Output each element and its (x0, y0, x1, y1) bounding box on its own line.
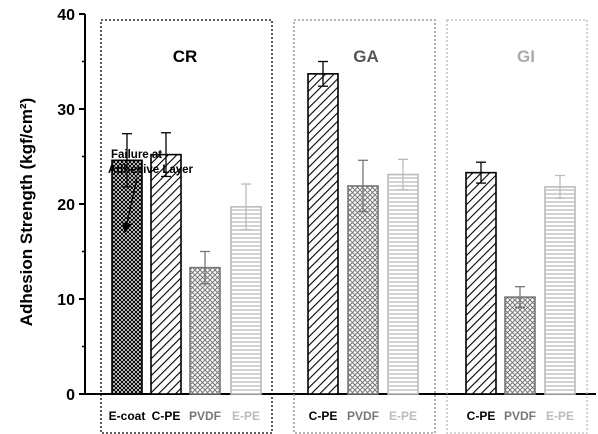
x-tick-label: PVDF (347, 409, 379, 423)
x-tick-label: PVDF (504, 409, 536, 423)
y-tick-label: 20 (57, 197, 75, 214)
y-tick-label: 30 (57, 102, 75, 119)
x-tick-label: E-coat (109, 409, 146, 423)
group-box (446, 19, 588, 434)
plot-area: 0 10 20 30 40 CR E-coat C-PE PVDF E-PE GA C-PE PVDF E… (57, 7, 596, 434)
bar (544, 186, 576, 395)
bar (465, 171, 497, 395)
y-tick-label: 0 (66, 387, 75, 404)
bar (230, 206, 262, 395)
x-tick-label: C-PE (467, 409, 496, 423)
x-tick-label: C-PE (152, 409, 181, 423)
x-tick-label: E-PE (232, 409, 260, 423)
group-cr: CR E-coat C-PE PVDF E-PE (100, 19, 273, 434)
group-box (100, 19, 273, 434)
x-tick-label: C-PE (309, 409, 338, 423)
bar (387, 173, 419, 395)
y-tick-label: 40 (57, 7, 75, 24)
annotation-line: Failure at (111, 149, 162, 161)
bar (307, 73, 339, 395)
group-ga: GA C-PE PVDF E-PE (293, 19, 436, 434)
x-tick-label: E-PE (389, 409, 417, 423)
x-tick-label: PVDF (189, 409, 221, 423)
y-axis-title: Adhesion Strength (kgf/cm²) (17, 98, 36, 327)
annotation-line: Adhesive Layer (108, 164, 194, 176)
bar (504, 296, 536, 395)
bar (150, 153, 182, 395)
bar (111, 159, 143, 395)
group-box (293, 19, 436, 434)
group-label: GI (517, 47, 535, 66)
group-label: CR (173, 47, 198, 66)
group-gi: GI C-PE PVDF E-PE (446, 19, 588, 434)
bar (347, 185, 379, 395)
y-tick-label: 10 (57, 292, 75, 309)
annotation-arrow (121, 177, 138, 234)
group-label: GA (353, 47, 379, 66)
x-tick-label: E-PE (546, 409, 574, 423)
y-axis-label: Adhesion Strength (kgf/cm²) (17, 98, 36, 327)
bar (189, 266, 221, 395)
